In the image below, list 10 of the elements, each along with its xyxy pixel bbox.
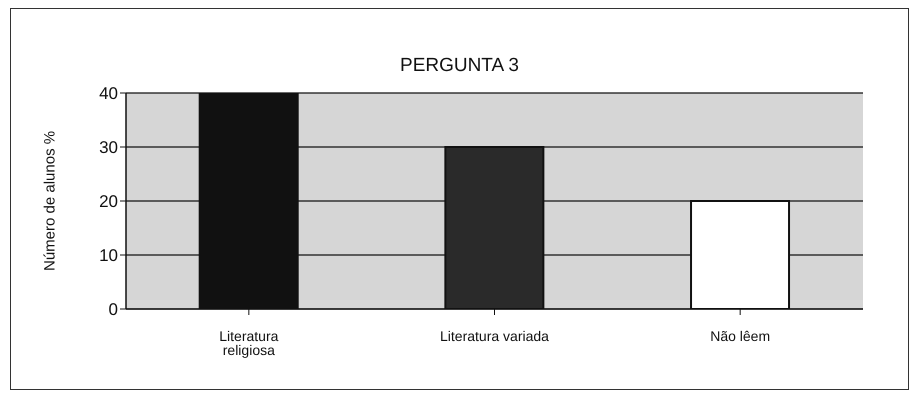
y-tick-label: 40 xyxy=(99,84,118,104)
y-tick-label: 30 xyxy=(99,138,118,158)
x-tick-label: Não lêem xyxy=(710,328,770,344)
y-axis-title: Número de alunos % xyxy=(41,130,58,271)
chart-title: PERGUNTA 3 xyxy=(399,55,520,78)
x-tick-label: Literatura religiosa xyxy=(219,328,279,358)
y-tick-label: 0 xyxy=(108,300,118,320)
y-tick-label: 20 xyxy=(99,192,118,212)
x-tick-label: Literatura variada xyxy=(440,328,550,344)
y-tick-label: 10 xyxy=(99,246,118,266)
